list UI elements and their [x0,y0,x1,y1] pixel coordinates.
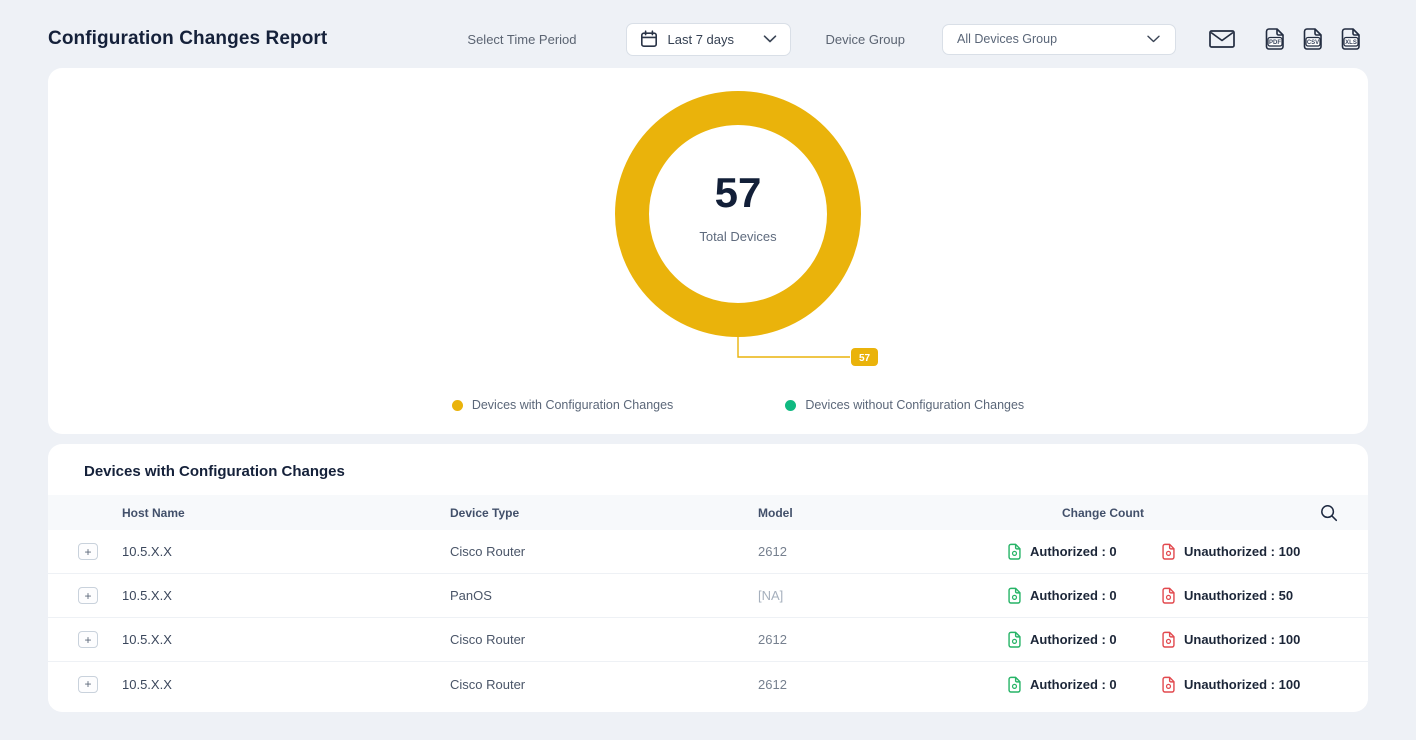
legend-dot-green-icon [785,399,797,411]
chevron-down-icon [1146,35,1161,43]
page-title: Configuration Changes Report [48,28,328,49]
host-name-cell: 10.5.X.X [122,544,172,559]
device-group-label: Device Group [825,31,905,47]
device-type-cell: Cisco Router [450,544,526,559]
authorized-doc-icon [1007,587,1022,604]
table-header-row: Host Name Device Type Model Change Count [48,495,1368,530]
authorized-doc-icon [1007,543,1022,560]
authorized-doc-icon [1007,676,1022,693]
legend-item-without-changes[interactable]: Devices without Configuration Changes [785,398,1024,412]
donut-chart: 57 [615,91,878,366]
calendar-icon [640,30,658,48]
legend-dot-yellow-icon [451,399,463,411]
expand-row-button[interactable]: + [78,587,98,604]
table-row: + 10.5.X.X Cisco Router 2612 Authorized … [48,662,1368,706]
device-group-value: All Devices Group [957,32,1058,46]
table-row: + 10.5.X.X Cisco Router 2612 Authorized … [48,618,1368,662]
model-cell: 2612 [758,544,787,559]
unauthorized-doc-icon [1161,587,1176,604]
legend-label: Devices with Configuration Changes [471,398,674,412]
chart-legend: Devices with Configuration Changes Devic… [78,398,1398,412]
change-count-cell: Authorized : 0 Unauthorized : 100 [1007,676,1320,693]
svg-text:PDF: PDF [1269,40,1281,46]
unauthorized-count: Unauthorized : 100 [1184,676,1301,692]
authorized-count: Authorized : 0 [1030,676,1117,692]
authorized-count: Authorized : 0 [1030,588,1117,603]
svg-text:XLS: XLS [1345,40,1357,46]
unauthorized-doc-icon [1161,543,1176,560]
export-toolbar: PDF CSV XLS [1209,27,1362,51]
device-type-cell: Cisco Router [450,632,526,647]
expand-row-button[interactable]: + [78,631,98,648]
model-cell: 2612 [758,676,787,692]
time-period-label: Select Time Period [467,31,577,47]
column-header-model: Model [758,505,793,520]
table-row: + 10.5.X.X Cisco Router 2612 Authorized … [48,530,1368,574]
authorized-count: Authorized : 0 [1030,632,1117,647]
unauthorized-count: Unauthorized : 100 [1184,544,1301,559]
chevron-down-icon [763,35,777,43]
change-count-cell: Authorized : 0 Unauthorized : 100 [1007,543,1320,560]
callout-value: 57 [859,353,871,364]
change-count-cell: Authorized : 0 Unauthorized : 50 [1007,587,1320,604]
column-header-change-count: Change Count [1062,505,1144,520]
unauthorized-count: Unauthorized : 100 [1184,632,1301,647]
time-period-value: Last 7 days [667,31,735,47]
devices-table-card: Devices with Configuration Changes Host … [48,444,1368,712]
xls-export-icon[interactable]: XLS [1340,27,1362,51]
authorized-count: Authorized : 0 [1030,544,1117,559]
table-title: Devices with Configuration Changes [84,463,345,480]
table-row: + 10.5.X.X PanOS [NA] Authorized : 0 [48,574,1368,618]
search-icon[interactable] [1320,504,1338,522]
legend-label: Devices without Configuration Changes [805,398,1025,412]
column-header-host-name: Host Name [122,505,185,520]
change-count-cell: Authorized : 0 Unauthorized : 100 [1007,631,1320,648]
model-cell: [NA] [758,588,784,603]
callout-line [737,335,850,358]
expand-row-button[interactable]: + [78,675,98,693]
device-group-dropdown[interactable]: All Devices Group [942,23,1176,55]
unauthorized-doc-icon [1161,676,1176,693]
expand-row-button[interactable]: + [78,543,98,560]
email-icon[interactable] [1209,30,1235,48]
column-header-device-type: Device Type [450,505,520,520]
time-period-dropdown[interactable]: Last 7 days [625,22,791,56]
device-type-cell: Cisco Router [450,676,526,692]
model-cell: 2612 [758,632,787,647]
unauthorized-doc-icon [1161,631,1176,648]
top-bar: Configuration Changes Report Select Time… [0,0,1416,68]
svg-text:CSV: CSV [1307,40,1319,46]
donut-ring-with-changes[interactable] [615,91,861,337]
legend-item-with-changes[interactable]: Devices with Configuration Changes [451,398,674,412]
host-name-cell: 10.5.X.X [122,632,172,647]
device-type-cell: PanOS [450,588,492,603]
authorized-doc-icon [1007,631,1022,648]
csv-export-icon[interactable]: CSV [1302,27,1324,51]
callout-badge [851,348,878,366]
chart-card: 57 57 Total Devices Devices with Configu… [48,68,1368,434]
pdf-export-icon[interactable]: PDF [1264,27,1286,51]
unauthorized-count: Unauthorized : 50 [1184,588,1294,603]
host-name-cell: 10.5.X.X [122,676,172,692]
host-name-cell: 10.5.X.X [122,588,172,603]
